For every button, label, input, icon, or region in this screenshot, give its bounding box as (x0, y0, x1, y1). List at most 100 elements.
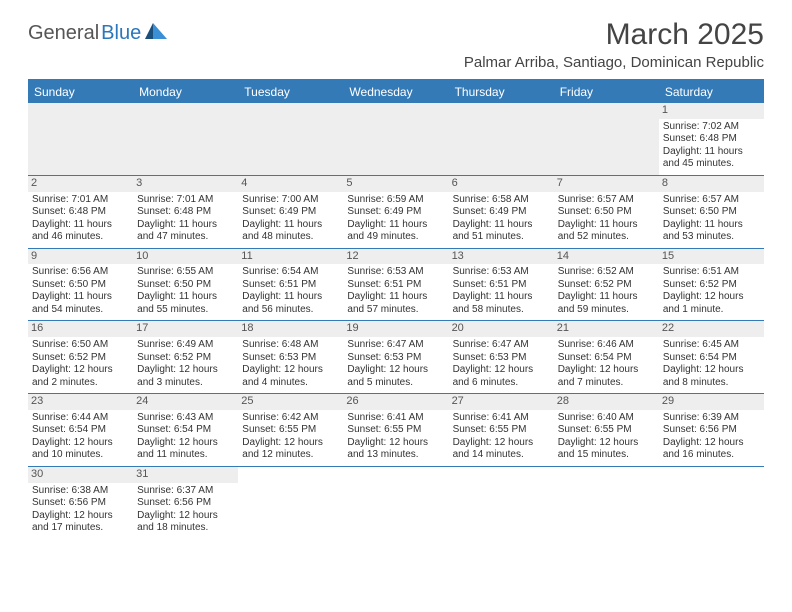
weekday-header: SundayMondayTuesdayWednesdayThursdayFrid… (28, 81, 764, 103)
calendar-page: GeneralBlue March 2025 Palmar Arriba, Sa… (0, 0, 792, 557)
calendar-cell: 18Sunrise: 6:48 AMSunset: 6:53 PMDayligh… (238, 321, 343, 393)
calendar-cell: 2Sunrise: 7:01 AMSunset: 6:48 PMDaylight… (28, 176, 133, 248)
sunset-line: Sunset: 6:55 PM (242, 424, 339, 437)
calendar-week: 2 Sunrise: 7:01 AMSunset: 6:48 PM Daylight… (28, 176, 764, 249)
daylight-line1: Daylight: 12 hours (347, 364, 444, 377)
calendar-cell: 7Sunrise: 6:57 AMSunset: 6:50 PMDaylight… (554, 176, 659, 248)
day-number: 7 (554, 176, 659, 192)
calendar-cell: 29Sunrise: 6:39 AMSunset: 6:56 PMDayligh… (659, 394, 764, 466)
daylight-line1: Daylight: 12 hours (558, 364, 655, 377)
sunrise-line: Sunrise: 6:59 AM (347, 194, 444, 207)
sunrise-line: Sunrise: 6:57 AM (663, 194, 760, 207)
sunset-line: Sunset: 6:48 PM (32, 206, 129, 219)
daylight-line1: Daylight: 12 hours (558, 437, 655, 450)
sunrise-line: Sunrise: 6:48 AM (242, 339, 339, 352)
sunrise-line: Sunrise: 6:39 AM (663, 412, 760, 425)
brand-part1: General (28, 22, 99, 45)
day-number: 22 (659, 321, 764, 337)
sunset-line: Sunset: 6:52 PM (663, 279, 760, 292)
day-number: 31 (133, 467, 238, 483)
daylight-line1: Daylight: 12 hours (663, 437, 760, 450)
sunset-line: Sunset: 6:54 PM (32, 424, 129, 437)
sunset-line: Sunset: 6:55 PM (558, 424, 655, 437)
sunrise-line: Sunrise: 6:53 AM (453, 266, 550, 279)
calendar-cell (133, 103, 238, 175)
calendar-cell: 13Sunrise: 6:53 AMSunset: 6:51 PMDayligh… (449, 249, 554, 321)
daylight-line1: Daylight: 11 hours (453, 219, 550, 232)
daylight-line2: and 13 minutes. (347, 449, 444, 462)
calendar-week: 1Sunrise: 7:02 AMSunset: 6:48 PMDaylight… (28, 103, 764, 176)
daylight-line2: and 6 minutes. (453, 377, 550, 390)
day-number: 9 (28, 249, 133, 265)
day-number: 15 (659, 249, 764, 265)
daylight-line2: and 47 minutes. (137, 231, 234, 244)
day-number: 30 (28, 467, 133, 483)
daylight-line2: and 2 minutes. (32, 377, 129, 390)
calendar-cell: 31Sunrise: 6:37 AMSunset: 6:56 PMDayligh… (133, 467, 238, 539)
calendar-cell (449, 467, 554, 539)
calendar-cell (343, 467, 448, 539)
sunrise-line: Sunrise: 6:45 AM (663, 339, 760, 352)
calendar-week: 23Sunrise: 6:44 AMSunset: 6:54 PMDayligh… (28, 394, 764, 467)
calendar-cell (28, 103, 133, 175)
daylight-line1: Daylight: 11 hours (663, 219, 760, 232)
sunset-line: Sunset: 6:50 PM (32, 279, 129, 292)
sunset-line: Sunset: 6:51 PM (453, 279, 550, 292)
calendar-cell: 15Sunrise: 6:51 AMSunset: 6:52 PMDayligh… (659, 249, 764, 321)
sunset-line: Sunset: 6:54 PM (137, 424, 234, 437)
day-number: 28 (554, 394, 659, 410)
day-number: 29 (659, 394, 764, 410)
sunrise-line: Sunrise: 6:46 AM (558, 339, 655, 352)
day-number: 5 (343, 176, 448, 192)
calendar-cell (449, 103, 554, 175)
daylight-line1: Daylight: 11 hours (347, 219, 444, 232)
day-number: 3 (133, 176, 238, 192)
daylight-line2: and 5 minutes. (347, 377, 444, 390)
weekday-label: Monday (133, 81, 238, 103)
calendar-cell: 12Sunrise: 6:53 AMSunset: 6:51 PMDayligh… (343, 249, 448, 321)
calendar-week: 30Sunrise: 6:38 AMSunset: 6:56 PMDayligh… (28, 467, 764, 539)
sunrise-line: Sunrise: 6:53 AM (347, 266, 444, 279)
sunset-line: Sunset: 6:51 PM (347, 279, 444, 292)
daylight-line2: and 52 minutes. (558, 231, 655, 244)
day-number: 27 (449, 394, 554, 410)
daylight-line2: and 51 minutes. (453, 231, 550, 244)
calendar-cell (554, 467, 659, 539)
calendar-cell: 27Sunrise: 6:41 AMSunset: 6:55 PMDayligh… (449, 394, 554, 466)
logo-mark-icon (145, 22, 167, 45)
day-number: 24 (133, 394, 238, 410)
daylight-line1: Daylight: 11 hours (242, 291, 339, 304)
sunrise-line: Sunrise: 6:47 AM (347, 339, 444, 352)
daylight-line1: Daylight: 12 hours (137, 437, 234, 450)
sunrise-line: Sunrise: 6:58 AM (453, 194, 550, 207)
sunrise-line: Sunrise: 7:00 AM (242, 194, 339, 207)
calendar-cell: 19Sunrise: 6:47 AMSunset: 6:53 PMDayligh… (343, 321, 448, 393)
daylight-line1: Daylight: 11 hours (32, 291, 129, 304)
sunset-line: Sunset: 6:49 PM (453, 206, 550, 219)
sunset-line: Sunset: 6:56 PM (137, 497, 234, 510)
calendar-cell (343, 103, 448, 175)
calendar-cell: 22Sunrise: 6:45 AMSunset: 6:54 PMDayligh… (659, 321, 764, 393)
calendar-cell: 9Sunrise: 6:56 AMSunset: 6:50 PMDaylight… (28, 249, 133, 321)
day-number: 8 (659, 176, 764, 192)
calendar-grid: SundayMondayTuesdayWednesdayThursdayFrid… (28, 79, 764, 539)
sunrise-line: Sunrise: 7:01 AM (32, 194, 129, 207)
calendar-week: 9Sunrise: 6:56 AMSunset: 6:50 PMDaylight… (28, 249, 764, 322)
day-number: 2 (28, 176, 133, 192)
daylight-line2: and 54 minutes. (32, 304, 129, 317)
daylight-line2: and 3 minutes. (137, 377, 234, 390)
sunrise-line: Sunrise: 6:42 AM (242, 412, 339, 425)
daylight-line1: Daylight: 12 hours (663, 364, 760, 377)
calendar-cell: 6Sunrise: 6:58 AMSunset: 6:49 PMDaylight… (449, 176, 554, 248)
sunrise-line: Sunrise: 6:57 AM (558, 194, 655, 207)
daylight-line2: and 48 minutes. (242, 231, 339, 244)
day-number: 20 (449, 321, 554, 337)
daylight-line1: Daylight: 11 hours (558, 291, 655, 304)
sunrise-line: Sunrise: 7:02 AM (663, 121, 760, 134)
daylight-line2: and 7 minutes. (558, 377, 655, 390)
sunrise-line: Sunrise: 6:52 AM (558, 266, 655, 279)
daylight-line1: Daylight: 11 hours (347, 291, 444, 304)
calendar-cell: 10Sunrise: 6:55 AMSunset: 6:50 PMDayligh… (133, 249, 238, 321)
daylight-line2: and 55 minutes. (137, 304, 234, 317)
sunrise-line: Sunrise: 6:55 AM (137, 266, 234, 279)
